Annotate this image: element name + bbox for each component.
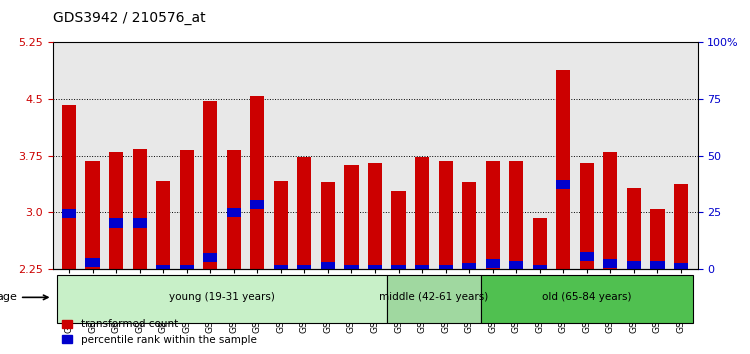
Bar: [415, 264, 429, 274]
Bar: [462, 182, 476, 269]
Bar: [627, 188, 641, 269]
Bar: [86, 161, 100, 269]
Bar: [62, 105, 76, 269]
Bar: [109, 218, 123, 228]
Bar: [133, 218, 147, 228]
Bar: [344, 264, 358, 274]
Bar: [344, 165, 358, 269]
Bar: [156, 181, 170, 269]
Bar: [321, 182, 335, 269]
Bar: [274, 181, 288, 269]
Bar: [532, 218, 547, 269]
Bar: [109, 152, 123, 269]
Bar: [179, 150, 194, 269]
Bar: [627, 261, 641, 270]
Bar: [86, 258, 100, 267]
Bar: [274, 264, 288, 274]
Bar: [392, 264, 406, 274]
Legend: transformed count, percentile rank within the sample: transformed count, percentile rank withi…: [58, 315, 261, 349]
Bar: [580, 163, 594, 269]
Bar: [462, 263, 476, 272]
Bar: [415, 157, 429, 269]
Bar: [674, 263, 688, 272]
Bar: [251, 200, 264, 209]
Bar: [509, 261, 524, 270]
Bar: [486, 259, 500, 268]
Bar: [486, 161, 500, 269]
Bar: [368, 163, 382, 269]
FancyBboxPatch shape: [481, 275, 693, 323]
Text: middle (42-61 years): middle (42-61 years): [380, 292, 488, 302]
Bar: [203, 101, 217, 269]
Bar: [674, 184, 688, 269]
Bar: [226, 150, 241, 269]
Bar: [439, 161, 453, 269]
Bar: [297, 157, 311, 269]
Bar: [179, 264, 194, 274]
FancyBboxPatch shape: [57, 275, 387, 323]
Bar: [62, 209, 76, 218]
Bar: [297, 264, 311, 274]
Bar: [439, 264, 453, 274]
Bar: [509, 161, 524, 269]
FancyBboxPatch shape: [387, 275, 481, 323]
Text: GDS3942 / 210576_at: GDS3942 / 210576_at: [53, 11, 205, 25]
Bar: [603, 152, 617, 269]
Bar: [156, 264, 170, 274]
Bar: [226, 208, 241, 217]
Bar: [203, 253, 217, 262]
Text: age: age: [0, 292, 48, 302]
Bar: [580, 252, 594, 261]
Bar: [251, 96, 264, 269]
Bar: [650, 261, 664, 270]
Bar: [133, 149, 147, 269]
Text: old (65-84 years): old (65-84 years): [542, 292, 632, 302]
Bar: [556, 180, 571, 189]
Bar: [650, 209, 664, 269]
Bar: [321, 262, 335, 271]
Bar: [532, 264, 547, 274]
Bar: [392, 191, 406, 269]
Bar: [368, 264, 382, 274]
Bar: [603, 259, 617, 268]
Text: young (19-31 years): young (19-31 years): [169, 292, 275, 302]
Bar: [556, 70, 571, 269]
